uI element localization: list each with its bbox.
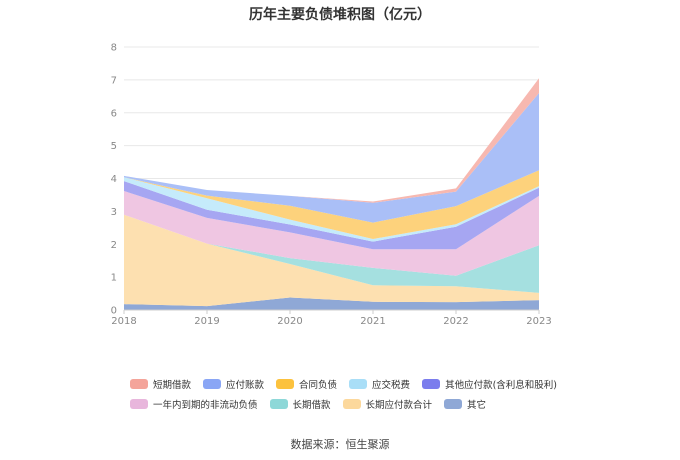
legend-swatch — [130, 379, 148, 389]
x-tick-label: 2018 — [111, 316, 136, 327]
legend-label: 其它 — [467, 400, 487, 411]
legend-swatch — [130, 399, 148, 409]
legend: 短期借款 应付账款 合同负债 应交税费 其他应付款(含利息和股利) 一年内到期的非流动负债… — [130, 377, 570, 411]
legend-item[interactable]: 其它 — [444, 397, 486, 411]
legend-item[interactable]: 长期应付款合计 — [342, 397, 433, 411]
area-series-5 — [124, 177, 539, 242]
area-series-1 — [124, 214, 539, 307]
legend-item[interactable]: 应交税费 — [349, 377, 410, 391]
y-tick-label: 3 — [111, 207, 117, 218]
legend-label: 长期借款 — [292, 400, 331, 411]
y-tick-label: 6 — [111, 108, 117, 119]
x-tick-label: 2020 — [277, 316, 302, 327]
area-series-4 — [124, 181, 539, 250]
y-tick-label: 1 — [111, 273, 117, 284]
y-tick-label: 4 — [111, 174, 117, 185]
legend-label: 短期借款 — [153, 380, 192, 391]
x-tick-label: 2023 — [526, 316, 551, 327]
legend-label: 合同负债 — [299, 380, 338, 391]
legend-swatch — [349, 379, 368, 389]
legend-item[interactable]: 长期借款 — [269, 397, 331, 411]
stacked-area-chart: 0 1 2 3 4 5 6 7 8 2018 2019 2020 2021 2022 2023 — [111, 43, 552, 328]
legend-item[interactable]: 其他应付款(含利息和股利) — [422, 377, 557, 391]
legend-item[interactable]: 一年内到期的非流动负债 — [130, 397, 258, 411]
y-tick-label: 7 — [111, 75, 117, 86]
data-source-note: 数据来源：恒生聚源 — [290, 438, 390, 451]
legend-label: 应交税费 — [372, 380, 411, 391]
legend-item[interactable]: 合同负债 — [276, 377, 337, 391]
legend-swatch — [444, 399, 463, 409]
legend-swatch — [342, 399, 361, 409]
area-series-3 — [124, 191, 539, 276]
x-tick-label: 2022 — [443, 316, 468, 327]
legend-item[interactable]: 短期借款 — [130, 377, 191, 391]
legend-swatch — [203, 379, 222, 389]
chart-title: 历年主要负债堆积图（亿元） — [249, 7, 431, 23]
legend-label: 一年内到期的非流动负债 — [153, 400, 258, 411]
y-tick-label: 2 — [111, 240, 117, 251]
legend-label: 应付账款 — [226, 380, 265, 391]
legend-swatch — [422, 379, 441, 389]
axes: 0 1 2 3 4 5 6 7 8 2018 2019 2020 2021 2022 2023 — [111, 43, 552, 328]
area-layer — [124, 78, 539, 310]
area-series-6 — [124, 170, 539, 239]
legend-swatch — [276, 379, 295, 389]
legend-item[interactable]: 应付账款 — [203, 377, 264, 391]
area-series-2 — [124, 214, 539, 293]
y-tick-label: 5 — [111, 141, 117, 152]
x-tick-label: 2019 — [194, 316, 219, 327]
area-series-0 — [124, 297, 539, 310]
x-tick-label: 2021 — [360, 316, 385, 327]
legend-label: 长期应付款合计 — [365, 400, 433, 411]
legend-label: 其他应付款(含利息和股利) — [445, 380, 557, 391]
y-tick-label: 8 — [111, 43, 117, 54]
legend-swatch — [269, 399, 288, 409]
y-tick-label: 0 — [111, 306, 117, 317]
